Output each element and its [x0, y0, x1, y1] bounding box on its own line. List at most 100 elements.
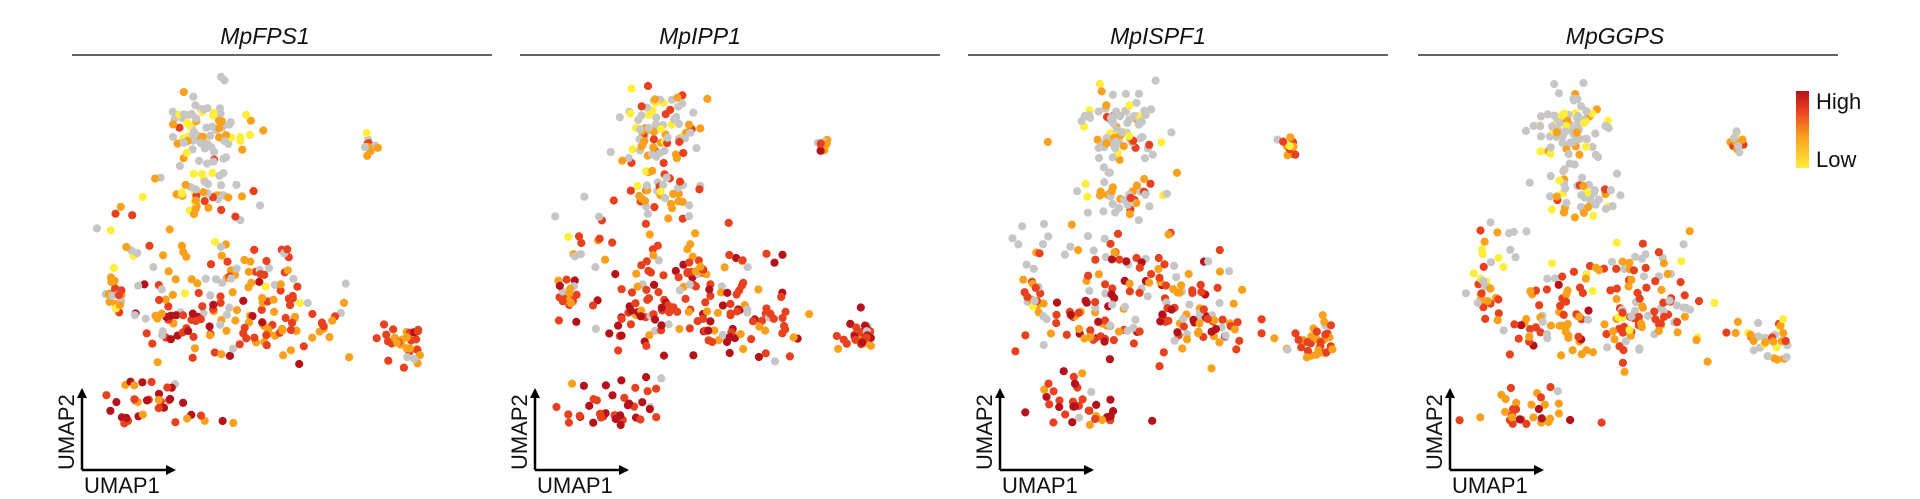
cell-point: [166, 335, 175, 344]
cell-point: [552, 402, 561, 412]
cell-point: [1062, 330, 1071, 339]
cell-point: [1087, 387, 1096, 397]
cell-point: [191, 316, 200, 326]
cell-point: [1682, 303, 1691, 312]
cell-point: [1729, 134, 1739, 143]
cell-point: [1075, 413, 1084, 422]
cell-point: [1055, 396, 1064, 405]
cell-point: [153, 358, 162, 367]
cell-point: [1178, 344, 1187, 353]
cell-point: [1052, 310, 1061, 319]
cell-point: [1132, 181, 1141, 190]
cell-point: [189, 169, 198, 178]
cell-point: [1297, 343, 1306, 352]
cell-point: [770, 357, 780, 366]
cell-point: [1207, 364, 1216, 373]
cell-point: [1575, 312, 1584, 321]
cell-point: [1557, 351, 1566, 360]
cell-point: [1555, 118, 1564, 127]
cell-point: [115, 301, 124, 310]
cell-point: [244, 267, 253, 276]
cell-point: [1673, 318, 1682, 327]
cell-point: [220, 137, 229, 146]
cell-point: [1111, 208, 1120, 217]
panel-1-axes: UMAP2 UMAP1: [54, 388, 176, 498]
cell-point: [373, 143, 382, 152]
cell-point: [138, 410, 147, 419]
cell-point: [1618, 308, 1627, 317]
cell-point: [1104, 168, 1113, 177]
cell-point: [675, 177, 685, 186]
cell-point: [1044, 379, 1053, 388]
cell-point: [1511, 253, 1520, 262]
cell-point: [642, 167, 651, 176]
cell-point: [157, 285, 166, 294]
cell-point: [748, 317, 758, 326]
cell-point: [1213, 283, 1222, 292]
cell-point: [1111, 137, 1121, 146]
cell-point: [165, 225, 174, 234]
cell-point: [372, 334, 381, 343]
cell-point: [695, 185, 704, 194]
cell-point: [1738, 135, 1747, 144]
cell-point: [248, 312, 257, 321]
cell-point: [625, 399, 634, 408]
cell-point: [1639, 272, 1648, 281]
cell-point: [785, 352, 794, 361]
cell-point: [1692, 336, 1701, 345]
cell-point: [262, 256, 271, 266]
cell-point: [1637, 323, 1646, 332]
cell-point: [216, 109, 225, 118]
cell-point: [190, 344, 200, 353]
cell-point: [1536, 112, 1546, 121]
cell-point: [238, 145, 247, 154]
cell-point: [585, 401, 594, 410]
cell-point: [1189, 315, 1198, 324]
cell-point: [1091, 298, 1100, 307]
cell-point: [122, 413, 131, 422]
cell-point: [1776, 321, 1785, 330]
cell-point: [258, 293, 267, 303]
cell-point: [187, 275, 196, 284]
cell-point: [1522, 314, 1531, 324]
cell-point: [1091, 414, 1100, 424]
cell-point: [341, 279, 350, 288]
cell-point: [1680, 291, 1689, 300]
cell-point: [1170, 261, 1179, 270]
panel-1-y-label: UMAP2: [54, 394, 79, 470]
cell-point: [1685, 227, 1694, 236]
cell-point: [1582, 346, 1591, 355]
cell-point: [1473, 298, 1482, 307]
cell-point: [1763, 352, 1772, 361]
cell-point: [403, 353, 412, 362]
cell-point: [138, 378, 147, 387]
cell-point: [1564, 150, 1573, 159]
cell-point: [111, 209, 120, 218]
cell-point: [562, 275, 571, 284]
cell-point: [778, 313, 787, 323]
cell-point: [617, 314, 626, 323]
cell-point: [1146, 179, 1155, 188]
cell-point: [240, 323, 249, 332]
cell-point: [1089, 246, 1098, 255]
cell-point: [1577, 102, 1586, 111]
cell-point: [675, 137, 684, 146]
cell-point: [1654, 326, 1663, 336]
cell-point: [601, 381, 610, 390]
panel-3: MpISPF1 UMAP2 UMAP1: [968, 23, 1388, 498]
cell-point: [181, 180, 190, 189]
cell-point: [1083, 192, 1092, 201]
cell-point: [665, 308, 674, 317]
cell-point: [663, 133, 672, 142]
cell-point: [686, 240, 695, 249]
cell-point: [846, 319, 855, 328]
cell-point: [648, 166, 657, 175]
cell-point: [1469, 269, 1478, 278]
cell-point: [1042, 392, 1051, 401]
cell-point: [1092, 400, 1101, 409]
cell-point: [1677, 257, 1686, 266]
legend-color-bar: [1796, 91, 1809, 168]
cell-point: [1109, 407, 1118, 416]
cell-point: [164, 267, 173, 276]
cell-point: [858, 338, 867, 347]
